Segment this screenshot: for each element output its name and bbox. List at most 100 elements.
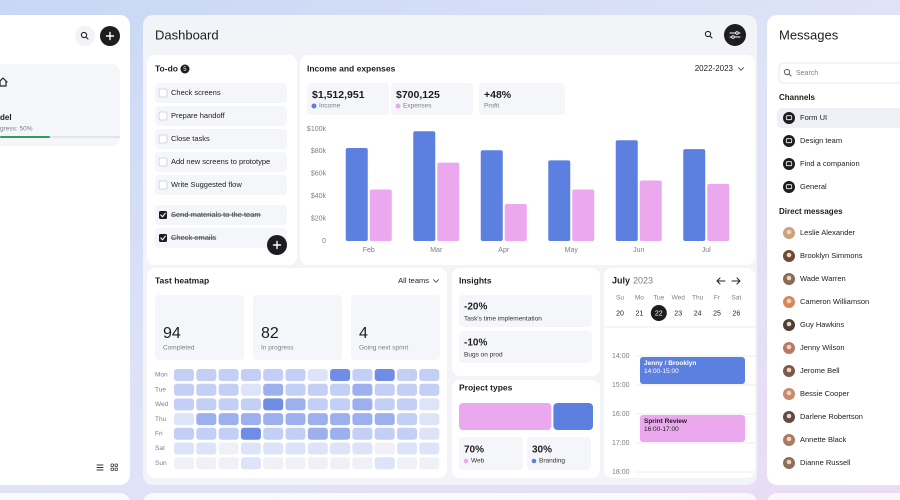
contact-name[interactable]: Wade Warren: [800, 274, 846, 283]
event[interactable]: [640, 357, 745, 384]
heatmap-cell: [330, 457, 351, 470]
contact-name[interactable]: Darlene Robertson: [800, 412, 863, 421]
checkbox[interactable]: [158, 157, 168, 167]
todo-item[interactable]: [155, 175, 287, 195]
heatmap-cell: [419, 457, 440, 470]
day-label: Sat: [155, 445, 165, 452]
weekday: Fr: [714, 295, 721, 302]
insights-title: Insights: [459, 275, 492, 285]
contact-name[interactable]: Annette Black: [800, 435, 847, 444]
search-button[interactable]: [699, 25, 719, 45]
checkbox[interactable]: [158, 134, 168, 144]
plus-icon: [272, 240, 282, 250]
avatar-face: [786, 252, 792, 258]
contact-name[interactable]: Leslie Alexander: [800, 228, 856, 237]
heatmap-cell: [419, 442, 440, 455]
heatmap-cell: [330, 442, 351, 455]
bar: [345, 148, 368, 241]
bar: [683, 149, 706, 241]
date[interactable]: 20: [616, 310, 624, 317]
heatmap-cell: [218, 398, 239, 411]
heatmap-cell: [374, 413, 395, 426]
heatmap-cell: [397, 442, 417, 455]
period-select[interactable]: 2022-2023: [695, 64, 734, 73]
checkbox-checked[interactable]: [159, 234, 167, 242]
date[interactable]: 26: [733, 310, 741, 317]
channel-icon[interactable]: [783, 112, 795, 124]
channel-icon[interactable]: [783, 158, 795, 170]
todo-text: Check screens: [171, 88, 221, 97]
date[interactable]: 25: [713, 310, 721, 317]
avatar-face: [786, 413, 792, 419]
value-label: 30%: [532, 445, 552, 456]
day-label: Sun: [155, 460, 167, 467]
date[interactable]: 24: [694, 310, 702, 317]
checkbox[interactable]: [158, 180, 168, 190]
contact-name[interactable]: Brooklyn Simmons: [800, 251, 863, 260]
selected-date[interactable]: [650, 305, 667, 321]
heatmap-cell: [397, 427, 417, 440]
heatmap-cell: [218, 413, 239, 426]
heatmap-cell: [240, 457, 261, 470]
stat-box: [155, 295, 244, 360]
next-arrow: [731, 277, 741, 285]
stat-value: 94: [163, 325, 181, 342]
heatmap-cell: [174, 442, 194, 455]
heatmap-cell: [419, 369, 440, 381]
date[interactable]: 22: [655, 310, 663, 317]
todo-item[interactable]: [155, 152, 287, 172]
insight-value: -10%: [464, 338, 487, 349]
channel-name[interactable]: Form UI: [800, 113, 827, 122]
heatmap-cell: [174, 413, 194, 426]
heatmap-cell: [419, 427, 440, 440]
heatmap-cell: [397, 413, 417, 426]
avatar-face: [786, 367, 792, 373]
value-label: 70%: [464, 445, 484, 456]
heatmap-cell: [307, 427, 328, 440]
checkbox[interactable]: [158, 111, 168, 121]
channel-icon[interactable]: [783, 181, 795, 193]
channel-name[interactable]: Design team: [800, 136, 842, 145]
todo-item[interactable]: [155, 83, 287, 103]
contact-name[interactable]: Dianne Russell: [800, 458, 851, 467]
heatmap-cell: [263, 457, 284, 470]
todo-item[interactable]: [155, 106, 287, 126]
channel-name[interactable]: Find a companion: [800, 159, 860, 168]
todo-badge: [180, 64, 190, 74]
contact-name[interactable]: Bessie Cooper: [800, 389, 850, 398]
checkbox-checked[interactable]: [159, 211, 167, 219]
legend-dot: [311, 103, 317, 109]
date[interactable]: 21: [636, 310, 644, 317]
todo-item[interactable]: [155, 129, 287, 149]
todo-text: Check emails: [171, 233, 216, 242]
todo-item[interactable]: [155, 228, 287, 248]
channel-name[interactable]: General: [800, 182, 827, 191]
heatmap-cell: [419, 383, 440, 396]
contact-name[interactable]: Jerome Bell: [800, 366, 840, 375]
search-button[interactable]: [75, 26, 95, 46]
time-label: 17:00: [612, 440, 630, 447]
search-box[interactable]: [778, 62, 900, 84]
heatmap-cell: [307, 383, 328, 396]
stat-label: Profit: [484, 103, 499, 110]
weekday: Su: [616, 295, 624, 302]
contact-name[interactable]: Jenny Wilson: [800, 343, 845, 352]
heatmap-cell: [196, 427, 217, 440]
grid-view-icon: [110, 467, 114, 471]
plus-icon: [105, 31, 115, 41]
weekday: Wed: [672, 295, 686, 302]
section-title: Channels: [779, 93, 816, 102]
contact-name[interactable]: Cameron Williamson: [800, 297, 869, 306]
event[interactable]: [640, 415, 745, 442]
checkbox[interactable]: [158, 88, 168, 98]
channel-icon[interactable]: [783, 135, 795, 147]
heatmap-cell: [374, 457, 395, 470]
date[interactable]: 23: [674, 310, 682, 317]
heatmap-cell: [240, 413, 261, 426]
filter-button[interactable]: [724, 24, 746, 46]
heatmap-cell: [218, 457, 239, 470]
team-filter[interactable]: All teams: [398, 276, 429, 285]
contact-name[interactable]: Guy Hawkins: [800, 320, 844, 329]
